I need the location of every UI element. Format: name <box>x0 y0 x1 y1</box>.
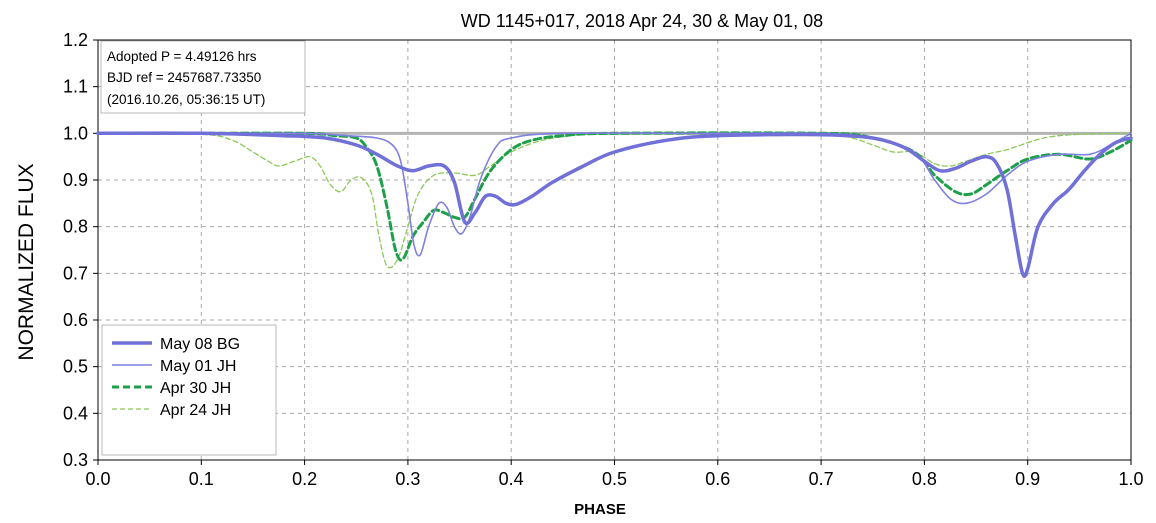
x-tick-label: 0.1 <box>189 469 214 489</box>
legend-label-may-08-bg: May 08 BG <box>160 336 240 353</box>
y-tick-label: 0.9 <box>63 170 88 190</box>
y-axis-label: NORMALIZED FLUX <box>15 163 38 360</box>
series-line-may-08-bg <box>96 131 1133 279</box>
x-tick-label: 0.3 <box>395 469 420 489</box>
y-tick-label: 1.2 <box>63 30 88 50</box>
legend-label-may-01-jh: May 01 JH <box>160 358 236 375</box>
series-line-apr-24-jh <box>97 132 1132 269</box>
annotation-line-period: Adopted P = 4.49126 hrs <box>107 49 257 64</box>
y-tick-label: 0.5 <box>63 357 88 377</box>
annotation-line-date: (2016.10.26, 05:36:15 UT) <box>107 92 265 107</box>
axes: 0.0 0.1 0.2 0.3 0.4 0.5 0.6 0.7 0.8 0.9 1.0 0.3 0.4 0… <box>63 30 1144 489</box>
y-tick-label: 0.3 <box>63 450 88 470</box>
y-tick-label: 0.8 <box>63 217 88 237</box>
y-tick-label: 0.7 <box>63 263 88 283</box>
annotation-line-bjd: BJD ref = 2457687.73350 <box>107 70 261 85</box>
x-tick-label: 0.8 <box>912 469 937 489</box>
annotation-box-frame <box>100 40 306 114</box>
legend-label-apr-30-jh: Apr 30 JH <box>160 380 231 397</box>
annotation-box: Adopted P = 4.49126 hrs BJD ref = 245768… <box>100 40 306 114</box>
x-tick-label: 0.6 <box>705 469 730 489</box>
x-tick-label: 1.0 <box>1118 469 1143 489</box>
y-tick-label: 0.4 <box>63 403 88 423</box>
plot-frame <box>97 39 1132 461</box>
series-group <box>96 131 1133 279</box>
legend-label-apr-24-jh: Apr 24 JH <box>160 402 231 419</box>
legend: May 08 BG May 01 JH Apr 30 JH Apr 24 JH <box>101 324 277 456</box>
legend-frame <box>101 324 277 456</box>
y-tick-label: 0.6 <box>63 310 88 330</box>
y-tick-label: 1.1 <box>63 77 88 97</box>
x-tick-label: 0.7 <box>809 469 834 489</box>
y-tick-label: 1.0 <box>63 123 88 143</box>
series-line-may-01-jh <box>97 132 1132 257</box>
x-tick-label: 0.0 <box>85 469 110 489</box>
x-tick-label: 0.4 <box>499 469 524 489</box>
x-tick-label: 0.5 <box>602 469 627 489</box>
x-tick-label: 0.2 <box>292 469 317 489</box>
chart-title: WD 1145+017, 2018 Apr 24, 30 & May 01, 0… <box>461 11 823 31</box>
x-tick-label: 0.9 <box>1015 469 1040 489</box>
x-axis-label: PHASE <box>574 501 626 518</box>
